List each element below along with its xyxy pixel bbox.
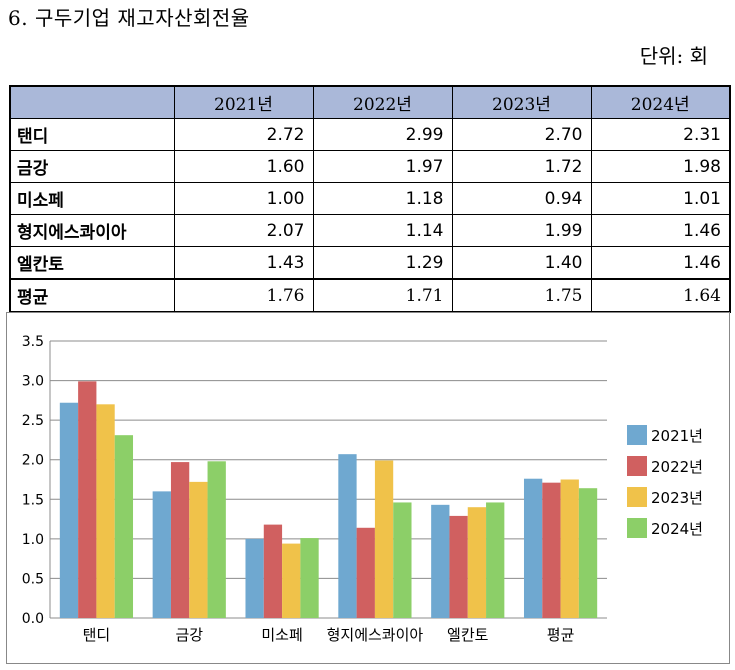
column-header: 2021년 bbox=[173, 85, 314, 119]
x-tick-label: 탠디 bbox=[83, 626, 111, 644]
y-tick-label: 0.5 bbox=[22, 571, 44, 587]
table-cell: 1.40 bbox=[451, 246, 592, 280]
table-cell: 1.18 bbox=[312, 182, 453, 215]
y-tick-label: 2.5 bbox=[22, 413, 44, 429]
bar bbox=[114, 435, 134, 618]
bar bbox=[338, 454, 357, 618]
legend-label: 2021년 bbox=[651, 427, 703, 445]
row-label: 엘칸토 bbox=[9, 246, 175, 280]
x-tick-label: 형지에스콰이아 bbox=[327, 626, 424, 644]
column-header: 2022년 bbox=[312, 85, 453, 119]
bar bbox=[152, 491, 171, 618]
bar bbox=[356, 527, 375, 618]
row-label: 미소페 bbox=[9, 182, 175, 215]
column-header: 2023년 bbox=[451, 85, 592, 119]
table-cell: 1.71 bbox=[312, 278, 453, 313]
y-tick-label: 2.0 bbox=[22, 453, 44, 469]
bar bbox=[96, 404, 115, 618]
table-cell: 1.46 bbox=[590, 214, 731, 247]
table-cell: 1.75 bbox=[451, 278, 592, 313]
y-tick-label: 3.5 bbox=[22, 334, 44, 350]
table-cell: 2.99 bbox=[312, 118, 453, 151]
legend-swatch bbox=[627, 518, 647, 538]
y-tick-label: 1.5 bbox=[22, 492, 44, 508]
legend-label: 2023년 bbox=[651, 489, 703, 507]
legend-label: 2024년 bbox=[651, 520, 703, 538]
table-cell: 2.70 bbox=[451, 118, 592, 151]
x-tick-label: 금강 bbox=[175, 626, 203, 644]
row-label: 금강 bbox=[9, 150, 175, 183]
bar bbox=[263, 524, 283, 618]
column-header: 2024년 bbox=[590, 85, 731, 119]
bar bbox=[207, 461, 226, 618]
bar bbox=[542, 482, 561, 618]
table-cell: 0.94 bbox=[451, 182, 592, 215]
table-header-row: 2021년 2022년 2023년 2024년 bbox=[9, 85, 731, 119]
table-cell: 2.07 bbox=[173, 214, 314, 247]
data-table: 2021년 2022년 2023년 2024년 탠디 2.72 2.99 2.7… bbox=[9, 85, 731, 313]
table-row: 탠디 2.72 2.99 2.70 2.31 bbox=[9, 118, 731, 151]
bar bbox=[523, 478, 543, 618]
bar bbox=[486, 502, 505, 618]
bar bbox=[245, 538, 264, 618]
bar bbox=[560, 479, 579, 618]
bar bbox=[170, 462, 190, 618]
table-row: 엘칸토 1.43 1.29 1.40 1.46 bbox=[9, 246, 731, 280]
table-cell: 2.72 bbox=[173, 118, 314, 151]
bar bbox=[300, 538, 319, 618]
table-cell: 1.29 bbox=[312, 246, 453, 280]
x-tick-label: 미소페 bbox=[261, 626, 302, 644]
table-row: 금강 1.60 1.97 1.72 1.98 bbox=[9, 150, 731, 183]
table-cell: 1.14 bbox=[312, 214, 453, 247]
bar bbox=[78, 381, 97, 618]
bar bbox=[59, 402, 79, 618]
table-cell: 1.46 bbox=[590, 246, 731, 280]
bar bbox=[431, 504, 450, 618]
legend-swatch bbox=[627, 487, 647, 507]
bar-chart: 0.0 0.5 1.0 1.5 2.0 2.5 3.0 3.5 탠디 금강 미소페 형지에스콰이아 엘칸… bbox=[22, 334, 703, 644]
table-cell: 1.97 bbox=[312, 150, 453, 183]
legend-swatch bbox=[627, 456, 647, 476]
table-cell: 1.60 bbox=[173, 150, 314, 183]
y-tick-label: 0.0 bbox=[22, 611, 44, 627]
table-cell: 1.76 bbox=[173, 278, 314, 313]
table-corner-cell bbox=[9, 85, 175, 119]
average-row: 평균 1.76 1.71 1.75 1.64 bbox=[9, 278, 731, 313]
legend-swatch bbox=[627, 425, 647, 445]
row-label: 탠디 bbox=[9, 118, 175, 151]
table-cell: 1.43 bbox=[173, 246, 314, 280]
table-cell: 1.00 bbox=[173, 182, 314, 215]
bar bbox=[374, 460, 394, 618]
y-tick-label: 1.0 bbox=[22, 532, 44, 548]
legend-label: 2022년 bbox=[651, 458, 703, 476]
table-row: 미소페 1.00 1.18 0.94 1.01 bbox=[9, 182, 731, 215]
table-cell: 1.01 bbox=[590, 182, 731, 215]
row-label: 평균 bbox=[9, 278, 175, 313]
table-cell: 2.31 bbox=[590, 118, 731, 151]
bar bbox=[393, 502, 412, 618]
page-title: 6. 구두기업 재고자산회전율 bbox=[8, 6, 250, 30]
bar bbox=[282, 543, 301, 618]
x-tick-label: 엘칸토 bbox=[447, 626, 489, 644]
bar bbox=[449, 515, 468, 618]
x-tick-label: 평균 bbox=[547, 626, 575, 644]
chart-container: 0.0 0.5 1.0 1.5 2.0 2.5 3.0 3.5 탠디 금강 미소페 형지에스콰이아 엘칸… bbox=[6, 312, 730, 664]
bar bbox=[189, 481, 208, 618]
table-row: 형지에스콰이아 2.07 1.14 1.99 1.46 bbox=[9, 214, 731, 247]
unit-label: 단위: 회 bbox=[639, 44, 708, 68]
table-cell: 1.72 bbox=[451, 150, 592, 183]
table-cell: 1.99 bbox=[451, 214, 592, 247]
bar bbox=[578, 488, 598, 618]
row-label: 형지에스콰이아 bbox=[9, 214, 175, 247]
table-cell: 1.64 bbox=[590, 278, 731, 313]
y-tick-label: 3.0 bbox=[22, 374, 44, 390]
bar bbox=[467, 507, 487, 618]
table-cell: 1.98 bbox=[590, 150, 731, 183]
